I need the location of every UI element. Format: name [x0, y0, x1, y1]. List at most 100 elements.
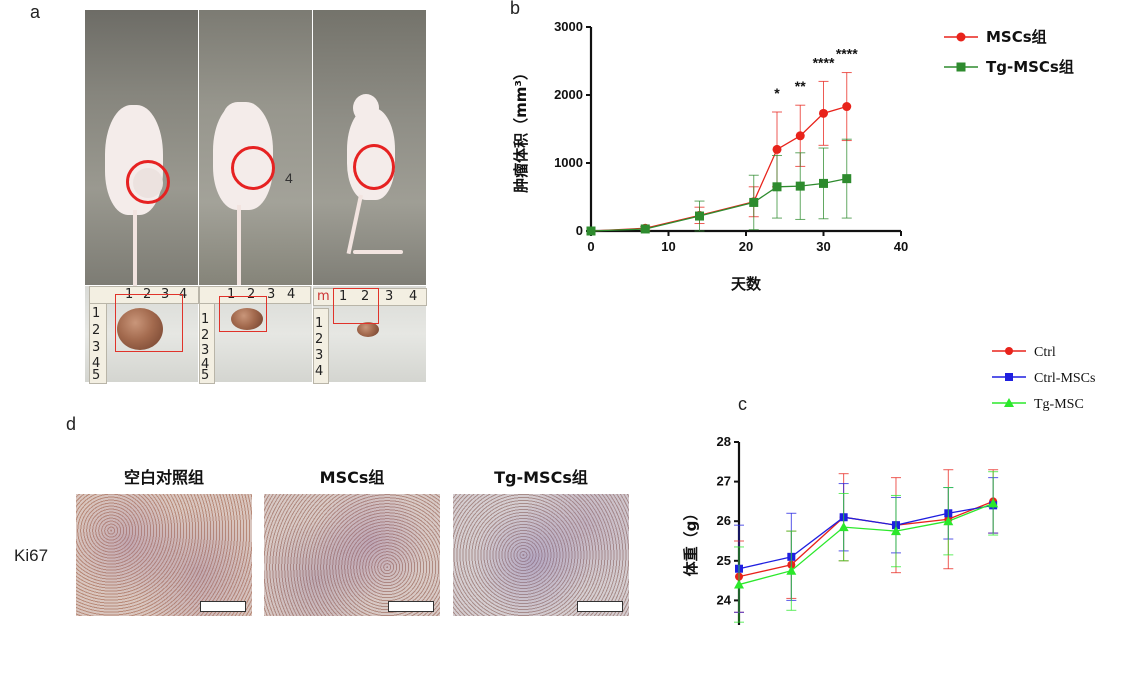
data-point	[819, 178, 828, 188]
tumor-circle-2	[231, 146, 275, 190]
mouse-head-2	[223, 102, 253, 132]
mouse-tail-1	[133, 210, 137, 286]
data-point	[819, 108, 828, 118]
ruler2-vdigit-2: 2	[201, 328, 210, 343]
measure-box-3	[333, 288, 379, 324]
ruler3-digit-m: m	[317, 289, 330, 304]
ruler1-vdigit-5: 5	[92, 368, 101, 383]
data-point	[586, 226, 596, 236]
tumor-photo-2: 1 2 3 4 1 2 3 4 5	[199, 286, 312, 384]
data-point	[772, 144, 782, 154]
tumor-specimen-2	[231, 308, 263, 330]
y-axis-label: 体重（g）	[682, 506, 700, 577]
mouse-photo-3	[313, 10, 426, 285]
data-point	[842, 102, 852, 112]
y-tick-label: 3000	[554, 19, 583, 34]
series-line	[590, 178, 847, 232]
data-point	[838, 522, 849, 532]
significance-label: **	[795, 78, 806, 94]
ruler1-vdigit-2: 2	[92, 323, 101, 338]
legend-label: Ctrl	[1034, 345, 1056, 360]
series-line	[590, 105, 847, 232]
ruler2-vdigit-1: 1	[201, 312, 210, 327]
tumor-photo-3: m 1 2 3 4 1 2 3 4	[313, 286, 427, 384]
y-tick-label: 0	[576, 223, 583, 238]
mouse-head-3	[353, 94, 379, 122]
ruler3-digit-3: 3	[385, 289, 394, 304]
x-axis-label: 天数	[731, 275, 762, 293]
mouse-photo-1	[85, 10, 198, 286]
ruler3-digit-1: 1	[339, 289, 348, 304]
data-point	[640, 224, 650, 234]
ihc-image-mscs	[264, 494, 440, 616]
scale-bar	[388, 601, 434, 612]
legend-marker	[1004, 398, 1014, 407]
scale-bar	[200, 601, 246, 612]
legend-label: MSCs组	[986, 28, 1047, 46]
tumor-specimen-3	[357, 322, 379, 337]
ruler2-vdigit-5: 5	[201, 368, 210, 383]
mouse-tail-2	[237, 205, 241, 285]
x-tick-label: 30	[816, 239, 830, 254]
data-point	[842, 174, 852, 184]
ruler3-digit-4: 4	[409, 289, 418, 304]
ruler1-vdigit-1: 1	[92, 306, 101, 321]
data-point	[772, 182, 782, 192]
legend-marker	[1005, 347, 1013, 355]
ruler3-vdigit-2: 2	[315, 332, 324, 347]
ruler-vertical-3	[313, 308, 329, 384]
measure-box-1	[115, 294, 183, 352]
data-point	[988, 498, 999, 508]
ihc-image-tg-mscs	[453, 494, 629, 616]
y-tick-label: 26	[717, 513, 731, 528]
scale-bar	[577, 601, 623, 612]
data-point	[734, 579, 744, 589]
ruler2-digit-1: 1	[227, 287, 236, 302]
y-tick-label: 24	[717, 592, 732, 607]
measure-box-2	[219, 296, 267, 332]
legend-label: Ctrl-MSCs	[1034, 371, 1095, 386]
handwritten-mark: 4	[285, 170, 293, 186]
tumor-specimen-1	[117, 308, 163, 350]
tumor-photo-1: 1 2 3 4 1 2 3 4 5	[85, 286, 199, 384]
y-tick-label: 2000	[554, 87, 583, 102]
data-point	[890, 526, 901, 536]
mouse-tail-3b	[353, 250, 403, 254]
mouse-head-1	[115, 110, 145, 142]
series-line	[738, 504, 994, 570]
ihc-title-control: 空白对照组	[123, 468, 204, 487]
legend-label: Tg-MSC	[1034, 397, 1084, 412]
ihc-title-tg-mscs: Tg-MSCs组	[494, 468, 588, 487]
data-point	[943, 516, 954, 526]
y-tick-label: 28	[717, 434, 731, 449]
legend-label: Tg-MSCs组	[986, 58, 1074, 76]
x-tick-label: 10	[661, 239, 675, 254]
ruler3-vdigit-1: 1	[315, 316, 324, 331]
ruler1-vdigit-3: 3	[92, 340, 101, 355]
mouse-photo-2: 4	[199, 10, 312, 285]
x-tick-label: 40	[894, 239, 908, 254]
ruler1-digit-4: 4	[179, 287, 188, 302]
significance-label: ****	[836, 46, 858, 62]
significance-label: ****	[813, 54, 835, 70]
data-point	[795, 181, 805, 191]
legend-marker	[956, 32, 966, 42]
panel-letter-d: d	[66, 414, 77, 434]
data-point	[749, 197, 759, 207]
data-point	[795, 131, 805, 141]
y-tick-label: 27	[717, 474, 731, 489]
tumor-circle-3	[353, 144, 395, 190]
mouse-photo-panel: 4 1 2 3 4 1 2 3 4 5 1 2 3 4 1 2 3 4 5	[85, 10, 427, 384]
y-axis-label: 肿瘤体积（mm³）	[512, 65, 530, 193]
panel-letter-c: c	[738, 394, 747, 414]
ruler2-digit-2: 2	[247, 287, 256, 302]
ruler2-vdigit-3: 3	[201, 343, 210, 358]
y-tick-label: 1000	[554, 155, 583, 170]
data-point	[786, 565, 797, 575]
series-line	[738, 502, 994, 586]
x-tick-label: 20	[739, 239, 753, 254]
ruler3-vdigit-4: 4	[315, 364, 324, 379]
legend-marker	[1005, 373, 1013, 381]
mouse-tail-3	[346, 194, 363, 255]
